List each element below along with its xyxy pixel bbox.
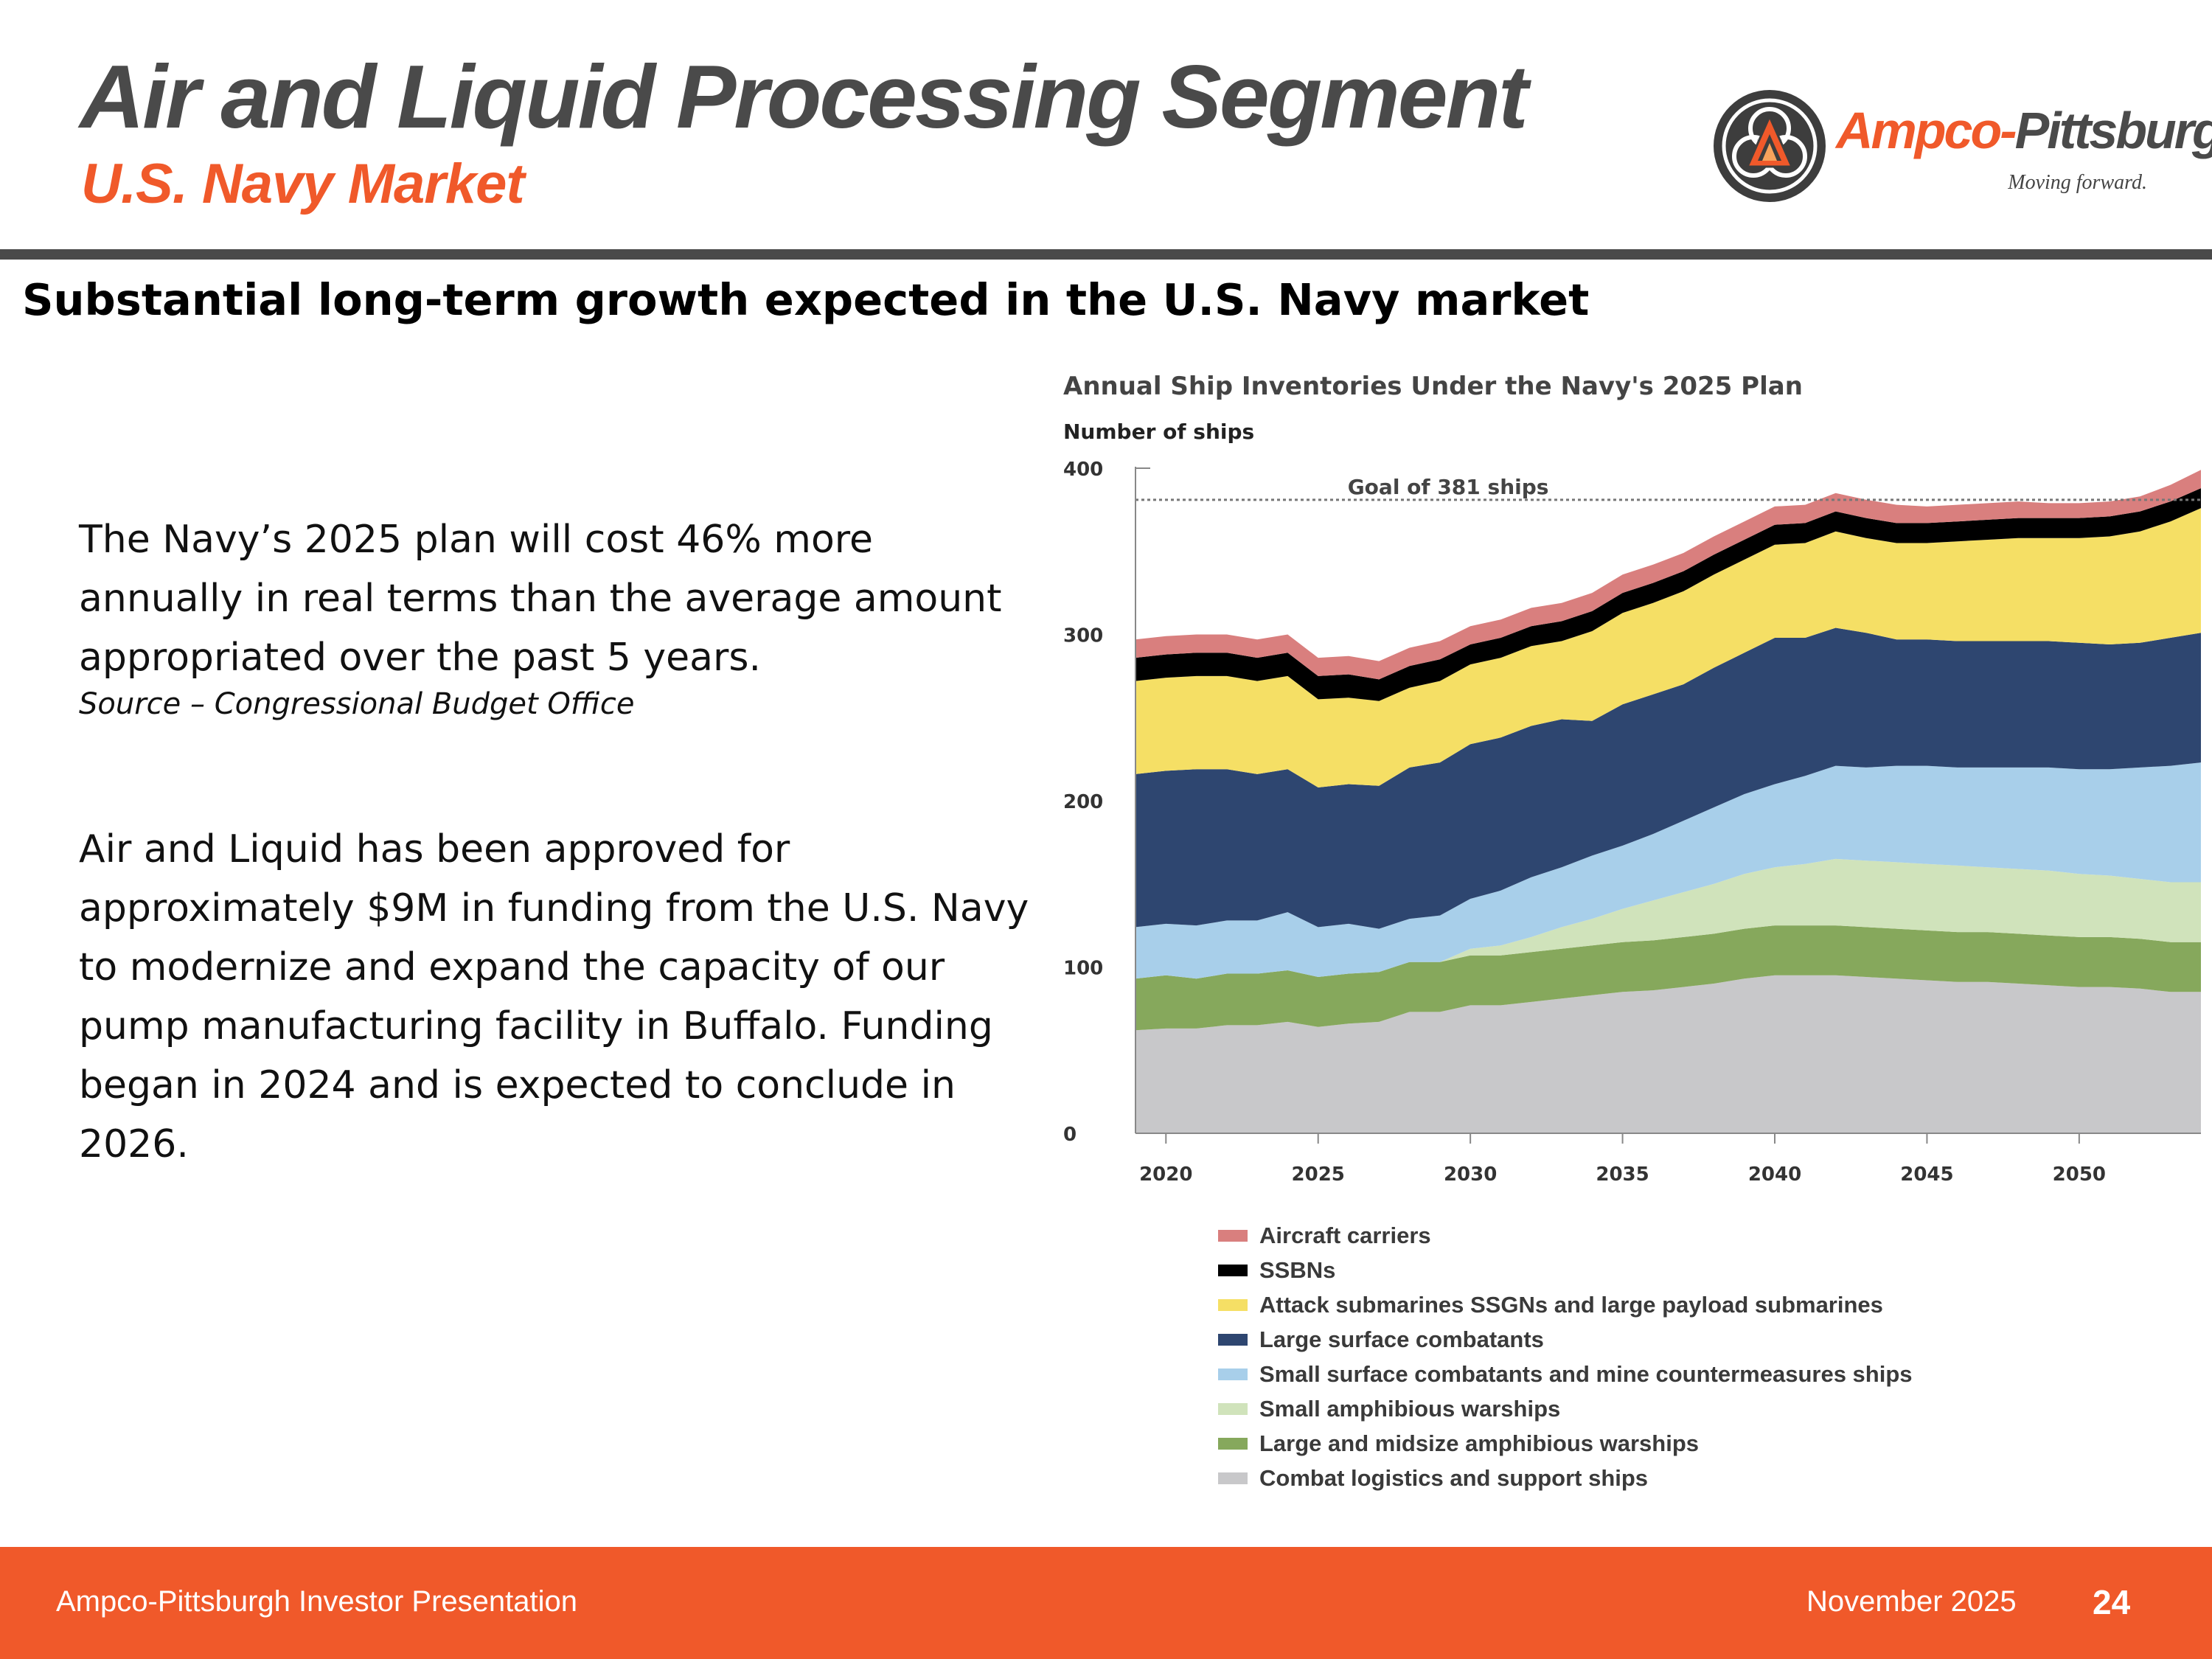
legend-item: Combat logistics and support ships xyxy=(1218,1461,1913,1495)
legend-label: Aircraft carriers xyxy=(1259,1222,1431,1248)
area-series-1 xyxy=(1135,925,2201,1031)
legend-item: Aircraft carriers xyxy=(1218,1218,1913,1253)
y-tick-label: 0 xyxy=(1063,1124,1077,1146)
chart-areas xyxy=(1135,470,2201,1133)
header-divider xyxy=(0,249,2212,260)
ship-inventory-chart: Annual Ship Inventories Under the Navy's… xyxy=(1063,372,2201,1186)
legend-item: Small surface combatants and mine counte… xyxy=(1218,1357,1913,1391)
legend-swatch xyxy=(1218,1264,1248,1276)
legend-swatch xyxy=(1218,1368,1248,1380)
legend-item: Small amphibious warships xyxy=(1218,1391,1913,1426)
y-tick-label: 400 xyxy=(1063,459,1103,481)
logo-wordmark-part1: Ampco- xyxy=(1836,102,2017,159)
legend-item: Large surface combatants xyxy=(1218,1322,1913,1357)
area-series-4 xyxy=(1135,627,2201,929)
area-series-7 xyxy=(1135,470,2201,680)
source-citation: Source – Congressional Budget Office xyxy=(79,687,635,721)
logo-wordmark-part2: Pittsburgh xyxy=(2014,102,2212,159)
legend-label: Small surface combatants and mine counte… xyxy=(1259,1360,1913,1387)
footer-bar: Ampco-Pittsburgh Investor Presentation N… xyxy=(0,1547,2212,1659)
legend-swatch xyxy=(1218,1402,1248,1415)
legend-swatch xyxy=(1218,1472,1248,1484)
slide-subtitle: U.S. Navy Market xyxy=(81,153,525,215)
logo-wordmark: Ampco-Pittsburgh xyxy=(1836,105,2212,156)
body-paragraph-cost: The Navy’s 2025 plan will cost 46% more … xyxy=(79,518,1002,680)
legend-item: SSBNs xyxy=(1218,1253,1913,1287)
chart-ticks: 0 100 200 300 400 2020 2025 2030 2035 2040 2045 205… xyxy=(1063,459,2106,1186)
footer-date: November 2025 xyxy=(1806,1585,2017,1618)
page-number: 24 xyxy=(2093,1583,2131,1621)
legend-label: Large and midsize amphibious warships xyxy=(1259,1430,1700,1456)
area-series-2 xyxy=(1135,858,2201,979)
logo-tagline: Moving forward. xyxy=(2008,171,2147,194)
ampco-logo-icon xyxy=(1714,90,1826,202)
chart-legend: Aircraft carriers SSBNs Attack submarines … xyxy=(1218,1218,1913,1495)
x-tick-label: 2030 xyxy=(1444,1164,1497,1186)
legend-label: Combat logistics and support ships xyxy=(1259,1464,1649,1491)
slide-headline: Substantial long-term growth expected in… xyxy=(22,274,1590,325)
legend-label: Large surface combatants xyxy=(1259,1326,1544,1352)
area-series-6 xyxy=(1135,488,2201,701)
footer-presentation-title: Ampco-Pittsburgh Investor Presentation xyxy=(56,1585,578,1618)
y-tick-label: 100 xyxy=(1063,958,1103,980)
body-paragraph-funding: Air and Liquid has been approved for app… xyxy=(79,827,1029,1166)
slide-title: Air and Liquid Processing Segment xyxy=(80,46,1528,147)
area-series-0 xyxy=(1135,975,2201,1133)
goal-label: Goal of 381 ships xyxy=(1348,475,1549,499)
legend-item: Large and midsize amphibious warships xyxy=(1218,1426,1913,1461)
company-logo: Ampco-Pittsburgh Moving forward. xyxy=(1711,81,2212,206)
x-tick-label: 2025 xyxy=(1292,1164,1345,1186)
chart-title: Annual Ship Inventories Under the Navy's… xyxy=(1063,372,1803,401)
y-tick-label: 300 xyxy=(1063,625,1103,647)
x-tick-label: 2035 xyxy=(1596,1164,1649,1186)
legend-item: Attack submarines SSGNs and large payloa… xyxy=(1218,1287,1913,1322)
x-tick-label: 2040 xyxy=(1748,1164,1801,1186)
legend-label: SSBNs xyxy=(1259,1256,1336,1283)
legend-swatch xyxy=(1218,1298,1248,1311)
area-series-5 xyxy=(1135,508,2201,787)
x-tick-label: 2020 xyxy=(1139,1164,1192,1186)
legend-swatch xyxy=(1218,1437,1248,1450)
y-tick-label: 200 xyxy=(1063,791,1103,813)
legend-swatch xyxy=(1218,1333,1248,1346)
chart-axes xyxy=(1135,467,2201,1134)
legend-swatch xyxy=(1218,1229,1248,1242)
legend-label: Attack submarines SSGNs and large payloa… xyxy=(1259,1291,1883,1318)
area-series-3 xyxy=(1135,762,2201,979)
x-tick-label: 2045 xyxy=(1900,1164,1953,1186)
x-tick-label: 2050 xyxy=(2053,1164,2106,1186)
legend-label: Small amphibious warships xyxy=(1259,1395,1561,1422)
y-axis-label: Number of ships xyxy=(1063,420,1254,444)
